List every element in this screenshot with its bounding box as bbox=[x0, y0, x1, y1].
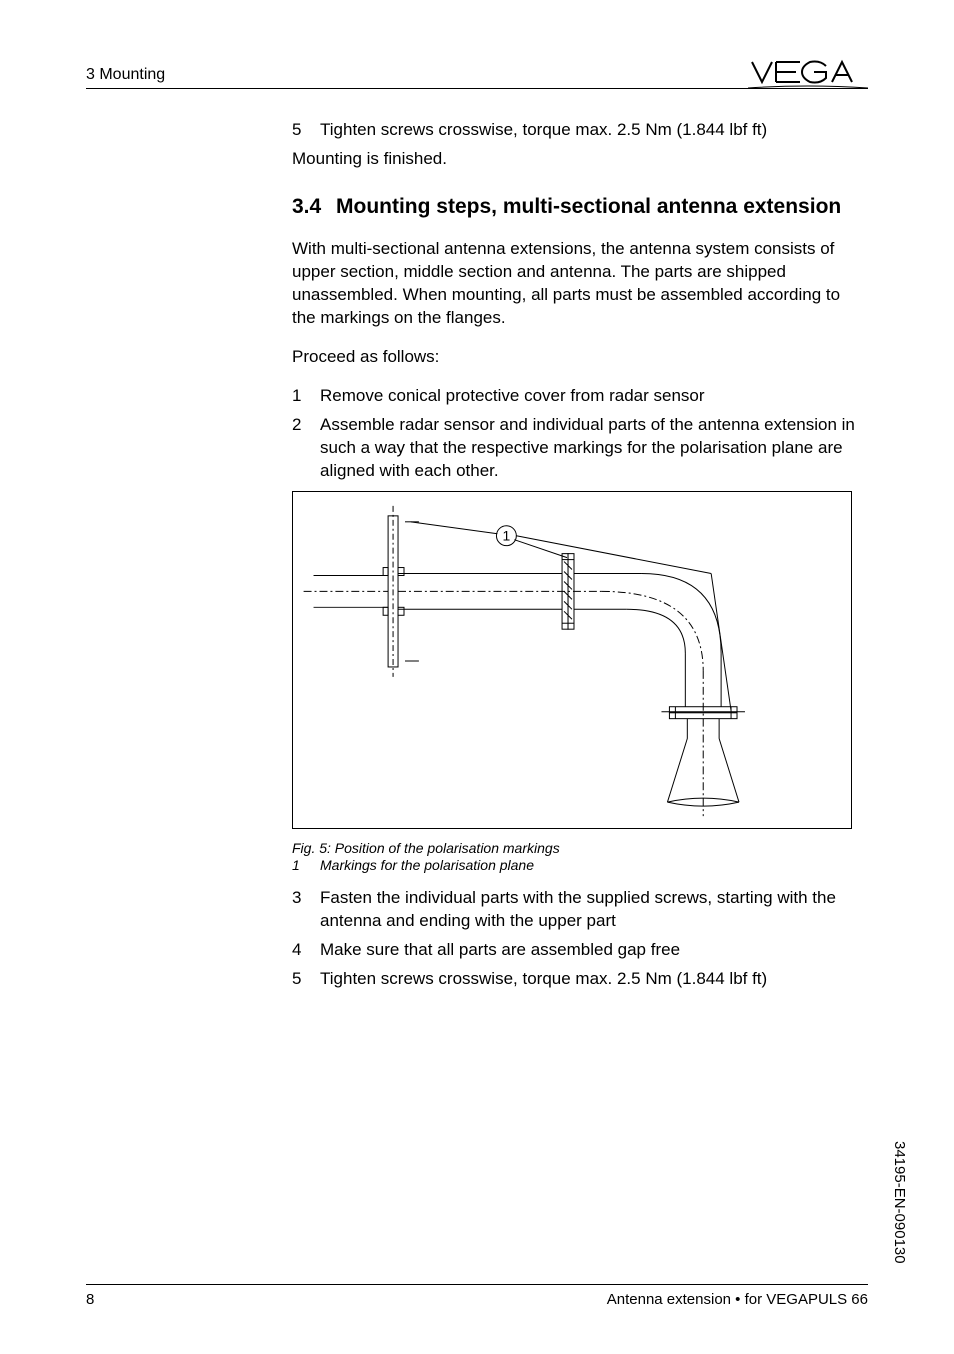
figure-caption: Fig. 5: Position of the polarisation mar… bbox=[292, 839, 868, 857]
page-number: 8 bbox=[86, 1291, 94, 1308]
step-text: Fasten the individual parts with the sup… bbox=[320, 887, 868, 933]
step-number: 4 bbox=[292, 939, 320, 962]
footer-doc-title: Antenna extension • for VEGAPULS 66 bbox=[607, 1291, 868, 1308]
step-number: 2 bbox=[292, 414, 320, 483]
section-heading: 3.4 Mounting steps, multi-sectional ante… bbox=[292, 193, 868, 220]
paragraph-proceed: Proceed as follows: bbox=[292, 346, 868, 369]
step-item: 3Fasten the individual parts with the su… bbox=[292, 887, 868, 933]
step-item: 2Assemble radar sensor and individual pa… bbox=[292, 414, 868, 483]
step-number: 5 bbox=[292, 968, 320, 991]
step-item: 1Remove conical protective cover from ra… bbox=[292, 385, 868, 408]
paragraph-intro: With multi-sectional antenna extensions,… bbox=[292, 238, 868, 330]
step-number: 3 bbox=[292, 887, 320, 933]
section-number: 3.4 bbox=[292, 193, 336, 220]
step-text: Assemble radar sensor and individual par… bbox=[320, 414, 868, 483]
step-number: 5 bbox=[292, 119, 320, 142]
legend-number: 1 bbox=[292, 857, 320, 873]
prior-step-5: 5 Tighten screws crosswise, torque max. … bbox=[292, 119, 868, 142]
document-id-vertical: 34195-EN-090130 bbox=[891, 1141, 908, 1264]
callout-1: 1 bbox=[503, 527, 511, 543]
step-text: Remove conical protective cover from rad… bbox=[320, 385, 868, 408]
header-section-label: 3 Mounting bbox=[86, 66, 165, 84]
mounting-finished: Mounting is finished. bbox=[292, 148, 868, 171]
legend-text: Markings for the polarisation plane bbox=[320, 857, 534, 873]
figure-legend: 1 Markings for the polarisation plane bbox=[292, 857, 868, 873]
section-title-text: Mounting steps, multi-sectional antenna … bbox=[336, 193, 868, 220]
step-text: Tighten screws crosswise, torque max. 2.… bbox=[320, 119, 868, 142]
step-text: Make sure that all parts are assembled g… bbox=[320, 939, 868, 962]
step-text: Tighten screws crosswise, torque max. 2.… bbox=[320, 968, 868, 991]
step-number: 1 bbox=[292, 385, 320, 408]
step-item: 4Make sure that all parts are assembled … bbox=[292, 939, 868, 962]
vega-logo bbox=[748, 58, 868, 95]
figure-5-diagram: 1 bbox=[292, 491, 852, 829]
step-item: 5Tighten screws crosswise, torque max. 2… bbox=[292, 968, 868, 991]
